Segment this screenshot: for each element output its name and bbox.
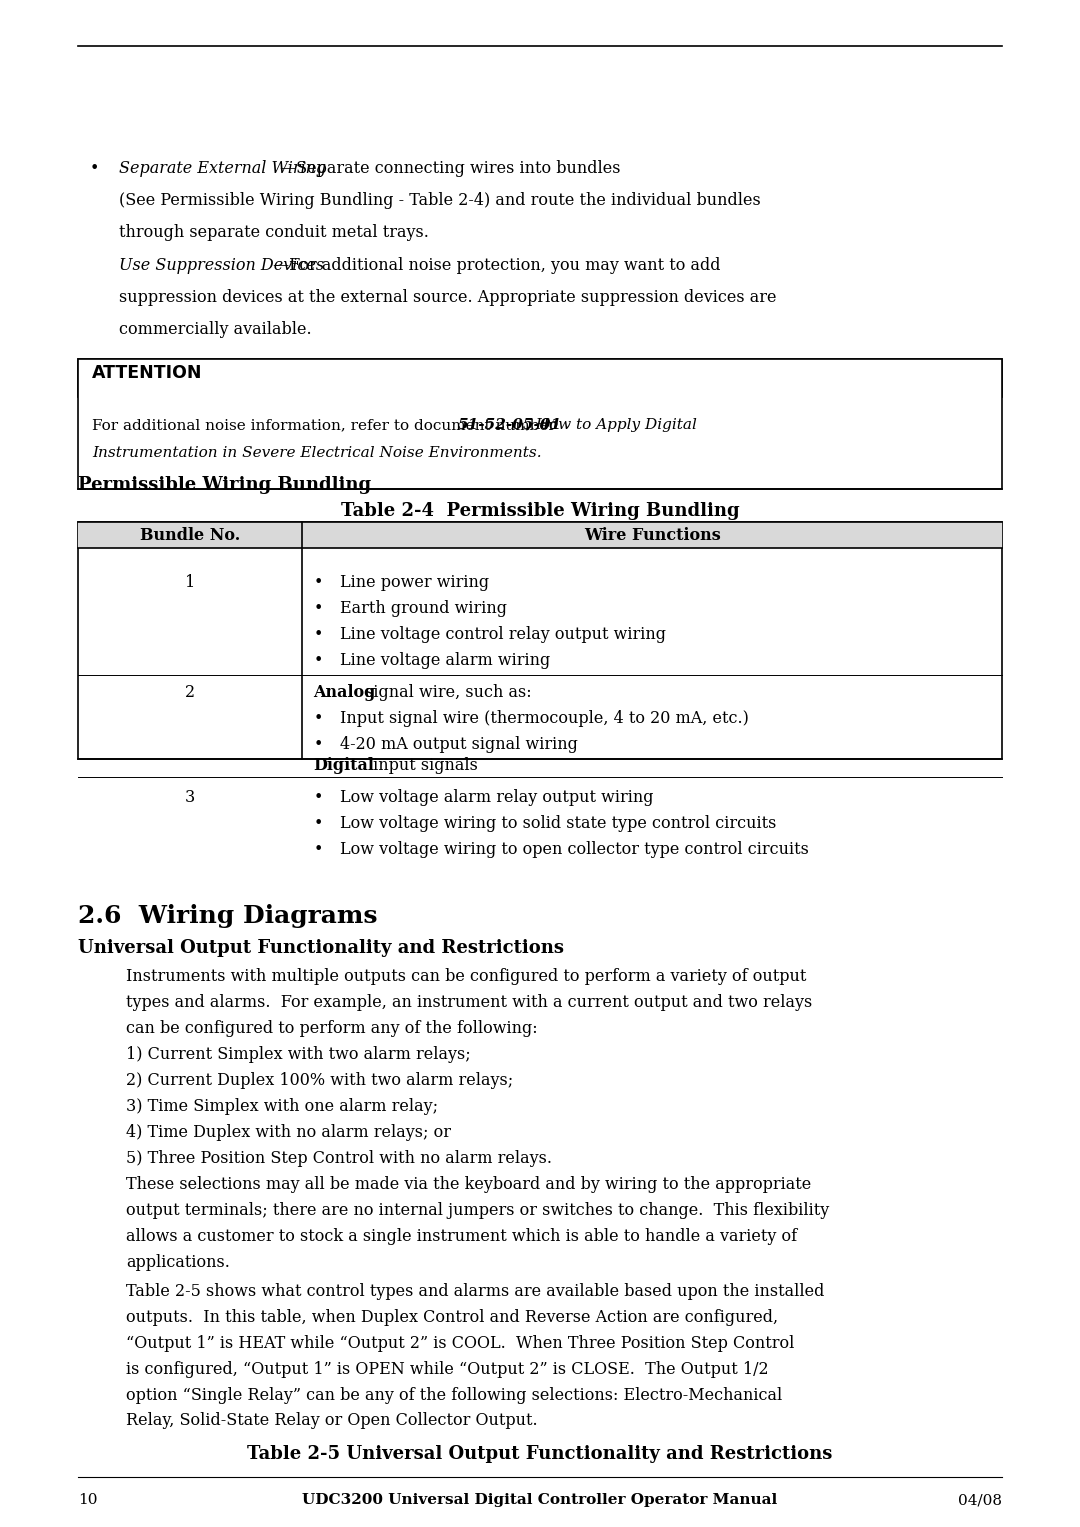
- Text: 3) Time Simplex with one alarm relay;: 3) Time Simplex with one alarm relay;: [126, 1098, 438, 1115]
- Text: Earth ground wiring: Earth ground wiring: [340, 600, 508, 617]
- Text: 3: 3: [185, 789, 195, 806]
- Text: commercially available.: commercially available.: [119, 321, 311, 337]
- Text: , How to Apply Digital: , How to Apply Digital: [527, 418, 698, 432]
- Text: 1: 1: [185, 574, 195, 591]
- Text: Relay, Solid-State Relay or Open Collector Output.: Relay, Solid-State Relay or Open Collect…: [126, 1412, 538, 1429]
- Text: Instrumentation in Severe Electrical Noise Environments.: Instrumentation in Severe Electrical Noi…: [92, 446, 541, 460]
- Text: output terminals; there are no internal jumpers or switches to change.  This fle: output terminals; there are no internal …: [126, 1202, 829, 1219]
- Text: Table 2-5 Universal Output Functionality and Restrictions: Table 2-5 Universal Output Functionality…: [247, 1445, 833, 1463]
- Text: Line power wiring: Line power wiring: [340, 574, 489, 591]
- Text: •: •: [313, 789, 323, 806]
- Text: option “Single Relay” can be any of the following selections: Electro-Mechanical: option “Single Relay” can be any of the …: [126, 1387, 783, 1403]
- Text: 2.6  Wiring Diagrams: 2.6 Wiring Diagrams: [78, 904, 377, 928]
- Text: Table 2-5 shows what control types and alarms are available based upon the insta: Table 2-5 shows what control types and a…: [126, 1283, 825, 1299]
- Text: Bundle No.: Bundle No.: [140, 527, 240, 544]
- Text: UDC3200 Universal Digital Controller Operator Manual: UDC3200 Universal Digital Controller Ope…: [302, 1493, 778, 1507]
- Text: Table 2-4  Permissible Wiring Bundling: Table 2-4 Permissible Wiring Bundling: [340, 502, 740, 521]
- Text: “Output 1” is HEAT while “Output 2” is COOL.  When Three Position Step Control: “Output 1” is HEAT while “Output 2” is C…: [126, 1335, 795, 1351]
- Text: 5) Three Position Step Control with no alarm relays.: 5) Three Position Step Control with no a…: [126, 1150, 552, 1167]
- Text: •: •: [313, 841, 323, 858]
- Text: 2: 2: [185, 684, 195, 701]
- Text: Wire Functions: Wire Functions: [584, 527, 720, 544]
- Text: ATTENTION: ATTENTION: [92, 363, 202, 382]
- FancyBboxPatch shape: [78, 522, 1002, 759]
- Text: Use Suppression Devices: Use Suppression Devices: [119, 257, 324, 273]
- Text: Line voltage alarm wiring: Line voltage alarm wiring: [340, 652, 551, 669]
- Text: •: •: [313, 626, 323, 643]
- Text: through separate conduit metal trays.: through separate conduit metal trays.: [119, 224, 429, 241]
- Text: •: •: [313, 652, 323, 669]
- Text: Input signal wire (thermocouple, 4 to 20 mA, etc.): Input signal wire (thermocouple, 4 to 20…: [340, 710, 750, 727]
- Text: allows a customer to stock a single instrument which is able to handle a variety: allows a customer to stock a single inst…: [126, 1228, 797, 1245]
- Text: These selections may all be made via the keyboard and by wiring to the appropria: These selections may all be made via the…: [126, 1176, 811, 1193]
- Text: Permissible Wiring Bundling: Permissible Wiring Bundling: [78, 476, 370, 495]
- Text: 04/08: 04/08: [958, 1493, 1002, 1507]
- Text: —For additional noise protection, you may want to add: —For additional noise protection, you ma…: [273, 257, 720, 273]
- Text: For additional noise information, refer to document number: For additional noise information, refer …: [92, 418, 561, 432]
- Text: outputs.  In this table, when Duplex Control and Reverse Action are configured,: outputs. In this table, when Duplex Cont…: [126, 1309, 779, 1325]
- Text: •: •: [313, 574, 323, 591]
- Text: 10: 10: [78, 1493, 97, 1507]
- FancyBboxPatch shape: [78, 359, 1002, 489]
- FancyBboxPatch shape: [78, 359, 1002, 397]
- Text: signal wire, such as:: signal wire, such as:: [360, 684, 531, 701]
- Text: Universal Output Functionality and Restrictions: Universal Output Functionality and Restr…: [78, 939, 564, 957]
- Text: Low voltage wiring to open collector type control circuits: Low voltage wiring to open collector typ…: [340, 841, 809, 858]
- Text: 4) Time Duplex with no alarm relays; or: 4) Time Duplex with no alarm relays; or: [126, 1124, 451, 1141]
- Text: is configured, “Output 1” is OPEN while “Output 2” is CLOSE.  The Output 1/2: is configured, “Output 1” is OPEN while …: [126, 1361, 769, 1377]
- Text: 1) Current Simplex with two alarm relays;: 1) Current Simplex with two alarm relays…: [126, 1046, 471, 1063]
- Text: (See Permissible Wiring Bundling - Table 2-4) and route the individual bundles: (See Permissible Wiring Bundling - Table…: [119, 192, 760, 209]
- Text: 4-20 mA output signal wiring: 4-20 mA output signal wiring: [340, 736, 578, 753]
- Text: Low voltage wiring to solid state type control circuits: Low voltage wiring to solid state type c…: [340, 815, 777, 832]
- Text: can be configured to perform any of the following:: can be configured to perform any of the …: [126, 1020, 538, 1037]
- Text: Line voltage control relay output wiring: Line voltage control relay output wiring: [340, 626, 666, 643]
- Text: input signals: input signals: [367, 757, 477, 774]
- Text: —Separate connecting wires into bundles: —Separate connecting wires into bundles: [280, 160, 620, 177]
- Text: Instruments with multiple outputs can be configured to perform a variety of outp: Instruments with multiple outputs can be…: [126, 968, 807, 985]
- Text: types and alarms.  For example, an instrument with a current output and two rela: types and alarms. For example, an instru…: [126, 994, 812, 1011]
- Text: •: •: [313, 815, 323, 832]
- Text: Digital: Digital: [313, 757, 374, 774]
- Text: 51-52-05-01: 51-52-05-01: [458, 418, 563, 432]
- FancyBboxPatch shape: [78, 522, 1002, 548]
- Text: applications.: applications.: [126, 1254, 230, 1270]
- Text: •: •: [90, 160, 99, 177]
- Text: •: •: [313, 736, 323, 753]
- Text: Analog: Analog: [313, 684, 376, 701]
- Text: •: •: [313, 710, 323, 727]
- Text: 2) Current Duplex 100% with two alarm relays;: 2) Current Duplex 100% with two alarm re…: [126, 1072, 514, 1089]
- Text: suppression devices at the external source. Appropriate suppression devices are: suppression devices at the external sour…: [119, 289, 777, 305]
- Text: Low voltage alarm relay output wiring: Low voltage alarm relay output wiring: [340, 789, 653, 806]
- Text: •: •: [313, 600, 323, 617]
- Text: Separate External Wiring: Separate External Wiring: [119, 160, 326, 177]
